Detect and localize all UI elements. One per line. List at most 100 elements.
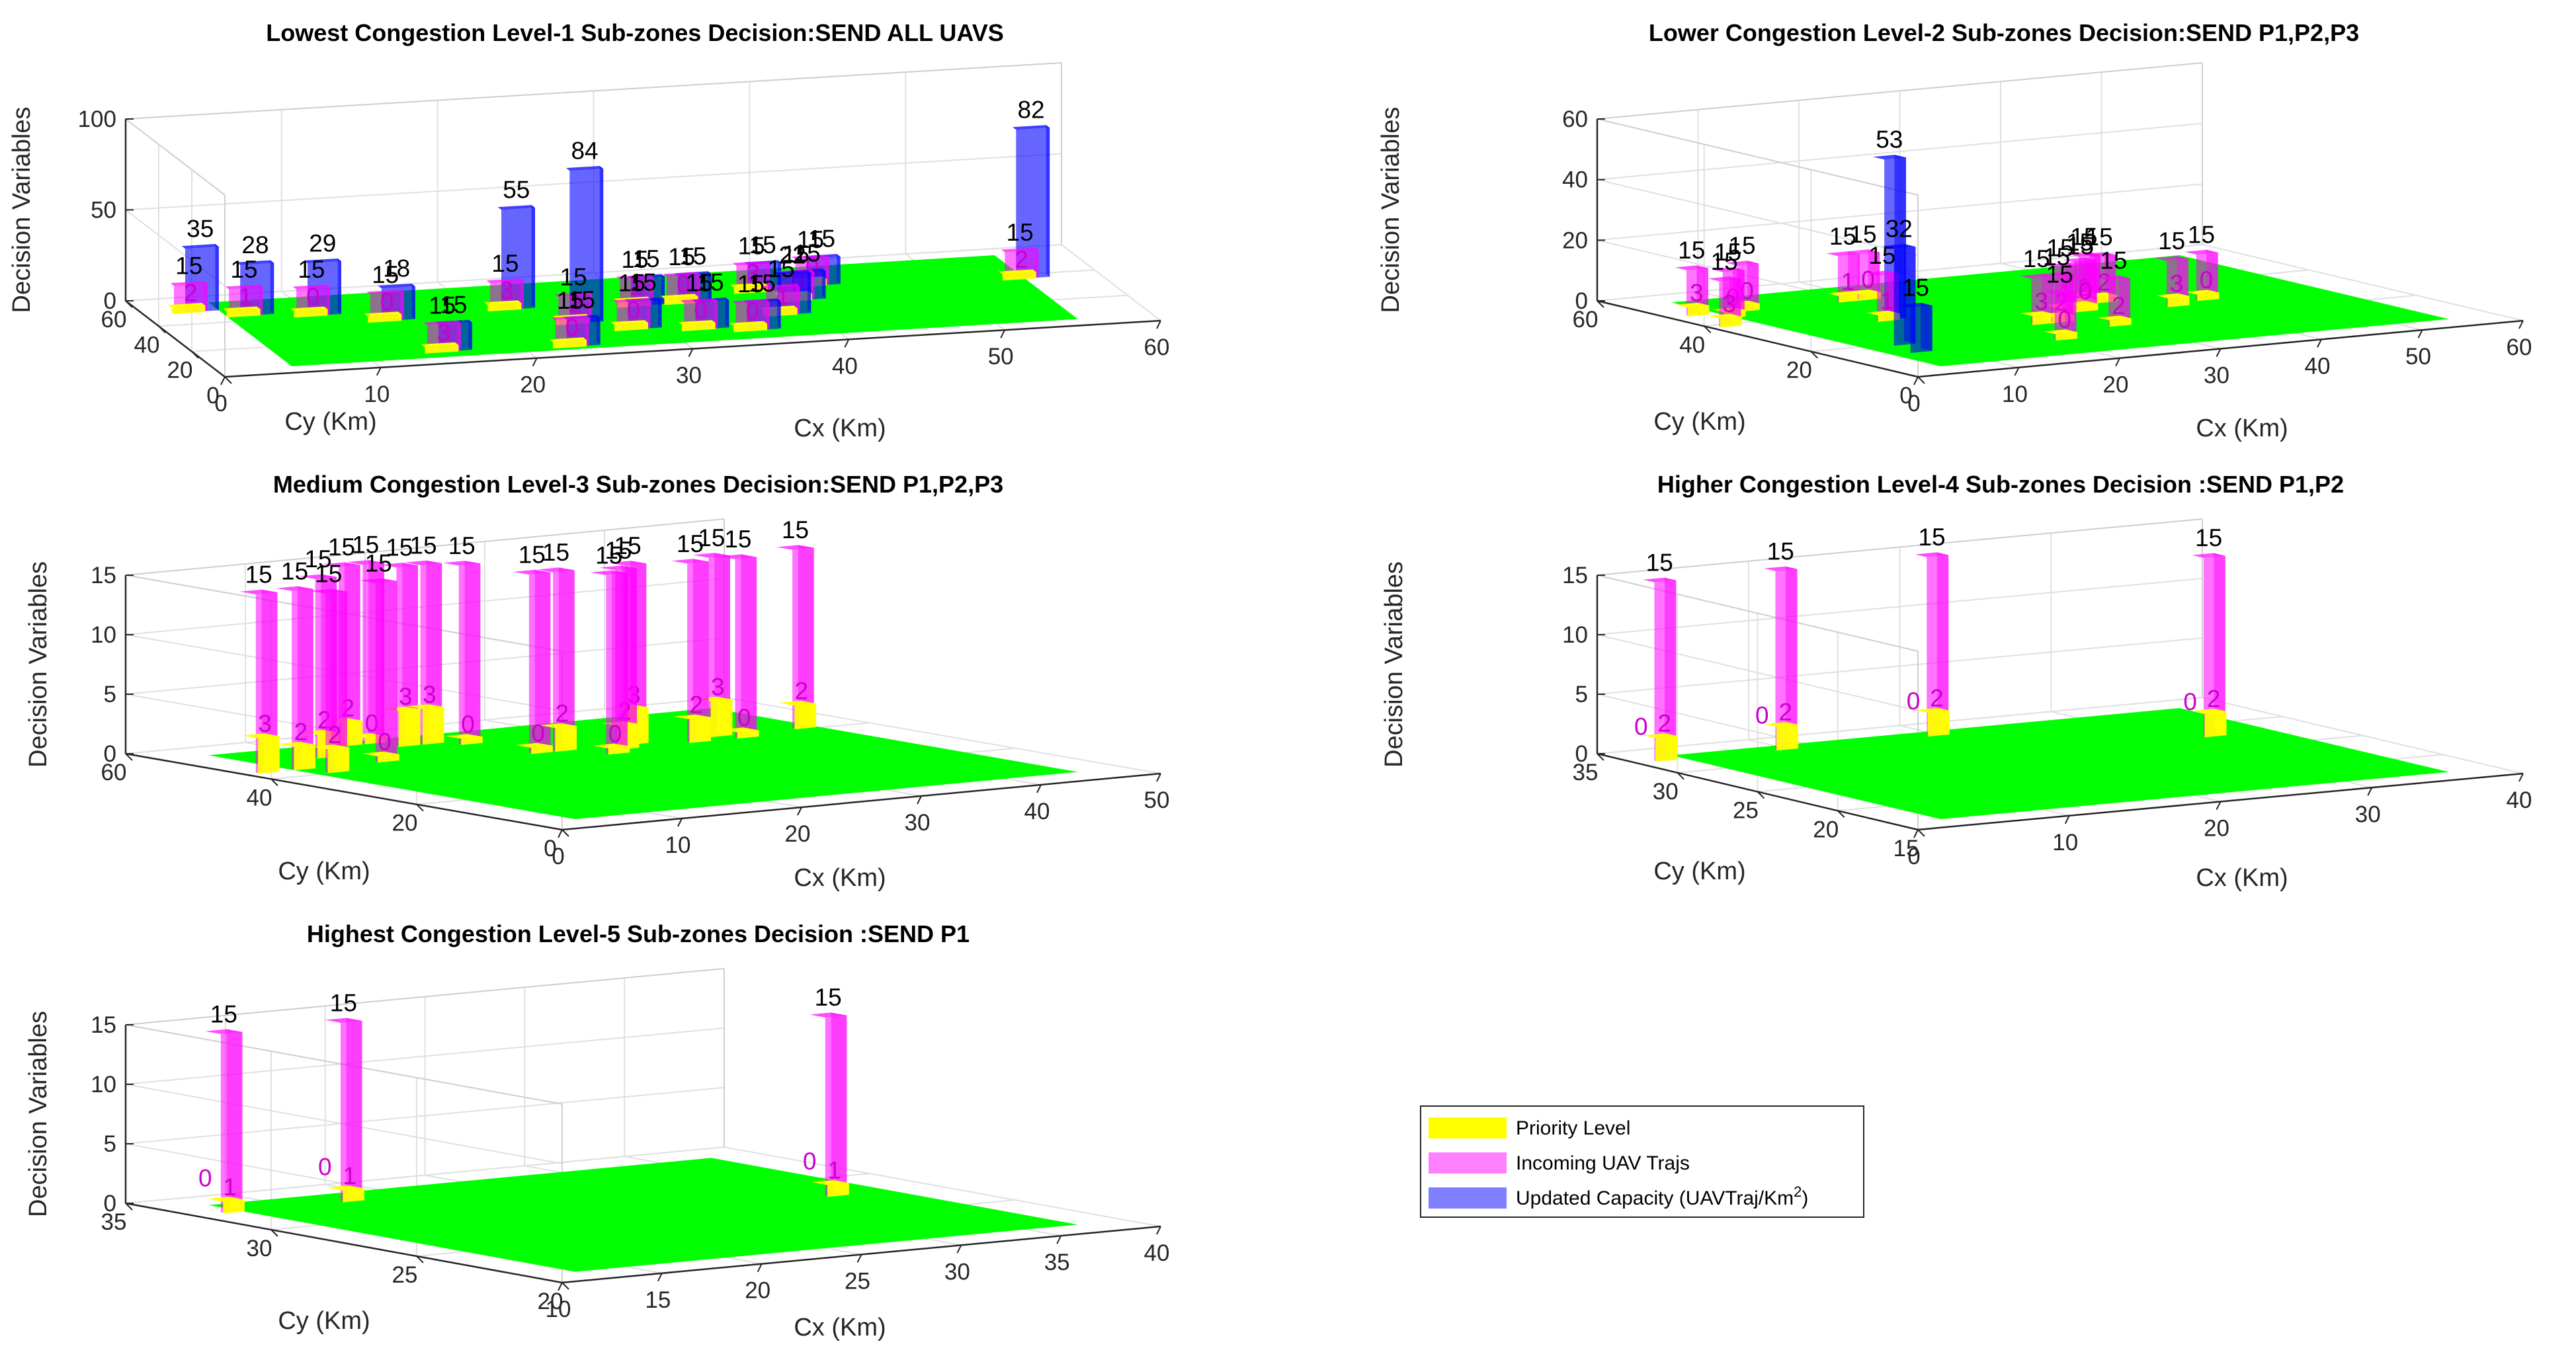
priority-value-label: 2 <box>2207 686 2221 713</box>
y-tick-label: 30 <box>1653 779 1679 805</box>
y-tick-label: 40 <box>1679 332 1705 358</box>
incoming-bar <box>1643 577 1677 761</box>
y-tick-mark <box>561 1282 569 1290</box>
incoming-value-label: 15 <box>2158 227 2185 255</box>
priority-bar <box>2185 290 2220 301</box>
y-tick-mark <box>1677 772 1684 780</box>
capacity-value-label: 15 <box>630 269 657 296</box>
priority-value-label: 3 <box>437 319 451 346</box>
y-tick-mark <box>1703 325 1712 334</box>
incoming-bar <box>719 554 757 738</box>
x-axis-label: Cx (Km) <box>794 415 886 442</box>
incoming-value-label: 15 <box>210 1000 237 1027</box>
x-tick-mark <box>856 1254 862 1263</box>
incoming-bar <box>513 569 551 753</box>
x-tick-mark <box>376 367 382 376</box>
capacity-bar <box>1899 303 1932 353</box>
incoming-bar <box>2097 275 2130 326</box>
incoming-bar <box>1764 566 1798 750</box>
priority-bar <box>778 700 816 730</box>
x-tick-mark <box>757 1263 763 1273</box>
incoming-value-label: 15 <box>686 270 713 297</box>
y-tick-label: 60 <box>101 760 127 785</box>
incoming-value-label: 15 <box>409 532 436 559</box>
priority-bar <box>2044 329 2077 341</box>
incoming-value-label: 15 <box>668 243 695 270</box>
priority-bar <box>678 320 716 331</box>
legend-swatch <box>1429 1152 1507 1174</box>
subplot-title: Lower Congestion Level-2 Sub-zones Decis… <box>1649 19 2359 46</box>
x-tick-label: 40 <box>1144 1240 1170 1266</box>
priority-bar <box>312 744 350 774</box>
priority-value-label: 0 <box>378 728 392 755</box>
priority-bar <box>1676 302 1710 317</box>
priority-bar <box>999 269 1036 281</box>
incoming-value-label: 15 <box>1711 248 1738 275</box>
priority-value-label: 2 <box>690 691 704 718</box>
box-edge <box>125 968 725 1025</box>
priority-value-label: 2 <box>1658 710 1672 737</box>
incoming-value-label: 15 <box>1678 237 1705 264</box>
incoming-value-label: 15 <box>797 226 824 253</box>
incoming-bar <box>310 588 347 772</box>
x-tick-mark <box>558 1282 563 1291</box>
incoming-bar <box>537 567 575 751</box>
priority-value-label: 0 <box>306 283 320 310</box>
incoming-value-label: 15 <box>519 541 546 568</box>
y-tick-label: 60 <box>1573 307 1599 333</box>
x-tick-label: 40 <box>1024 799 1050 824</box>
x-tick-label: 40 <box>2507 787 2532 813</box>
priority-value-label: 2 <box>328 721 342 748</box>
incoming-value-label: 15 <box>2066 229 2093 256</box>
y-axis-label: Cy (Km) <box>1653 408 1745 436</box>
priority-value-label: 2 <box>1930 684 1944 711</box>
priority-value-label: 2 <box>294 719 308 746</box>
floor-surface <box>208 1158 1078 1272</box>
y-tick-label: 20 <box>538 1289 563 1314</box>
incoming-value-label: 15 <box>724 526 751 553</box>
y-axis-label: Cy (Km) <box>278 1307 370 1335</box>
incoming-value-label: 15 <box>2067 232 2094 259</box>
flag-value-label: 0 <box>198 1164 212 1191</box>
flag-value-label: 0 <box>803 1148 817 1175</box>
capacity-value-label: 15 <box>749 231 776 259</box>
y-tick-label: 40 <box>134 332 160 358</box>
y-tick-mark <box>416 1256 424 1263</box>
capacity-value-label: 18 <box>383 255 410 282</box>
y-axis-label: Cy (Km) <box>284 408 376 436</box>
priority-value-label: 3 <box>2170 270 2184 297</box>
priority-bar <box>811 1180 849 1197</box>
priority-value-label: 3 <box>258 710 272 737</box>
incoming-value-label: 15 <box>365 549 392 577</box>
flag-value-label: 0 <box>1907 688 1921 715</box>
y-tick-mark <box>1917 376 1925 384</box>
priority-bar <box>539 723 577 752</box>
y-tick-mark <box>224 376 232 384</box>
priority-value-label: 2 <box>2112 292 2126 319</box>
y-tick-mark <box>1597 753 1604 761</box>
z-tick-label: 0 <box>1575 288 1588 314</box>
incoming-value-label: 15 <box>328 534 355 561</box>
x-tick-mark <box>797 807 802 816</box>
priority-value-label: 0 <box>677 270 690 298</box>
x-tick-label: 10 <box>2052 830 2078 856</box>
priority-value-label: 0 <box>737 704 751 731</box>
x-tick-mark <box>220 376 226 385</box>
legend-label: Incoming UAV Trajs <box>1516 1152 1690 1174</box>
incoming-bar <box>2184 249 2218 300</box>
z-tick-label: 0 <box>104 1191 116 1216</box>
y-tick-label: 35 <box>1573 760 1599 785</box>
capacity-value-label: 32 <box>1886 216 1913 243</box>
priority-bar <box>278 742 315 771</box>
x-tick-label: 50 <box>2405 344 2431 370</box>
priority-value-label: 3 <box>2034 288 2048 315</box>
y-tick-mark <box>270 1229 278 1237</box>
incoming-value-label: 15 <box>737 270 765 298</box>
capacity-value-label: 15 <box>749 270 776 297</box>
x-tick-mark <box>2216 348 2222 357</box>
legend-label: Priority Level <box>1516 1117 1630 1139</box>
incoming-value-label: 15 <box>2023 245 2050 272</box>
flag-value-label: 0 <box>1634 713 1648 740</box>
